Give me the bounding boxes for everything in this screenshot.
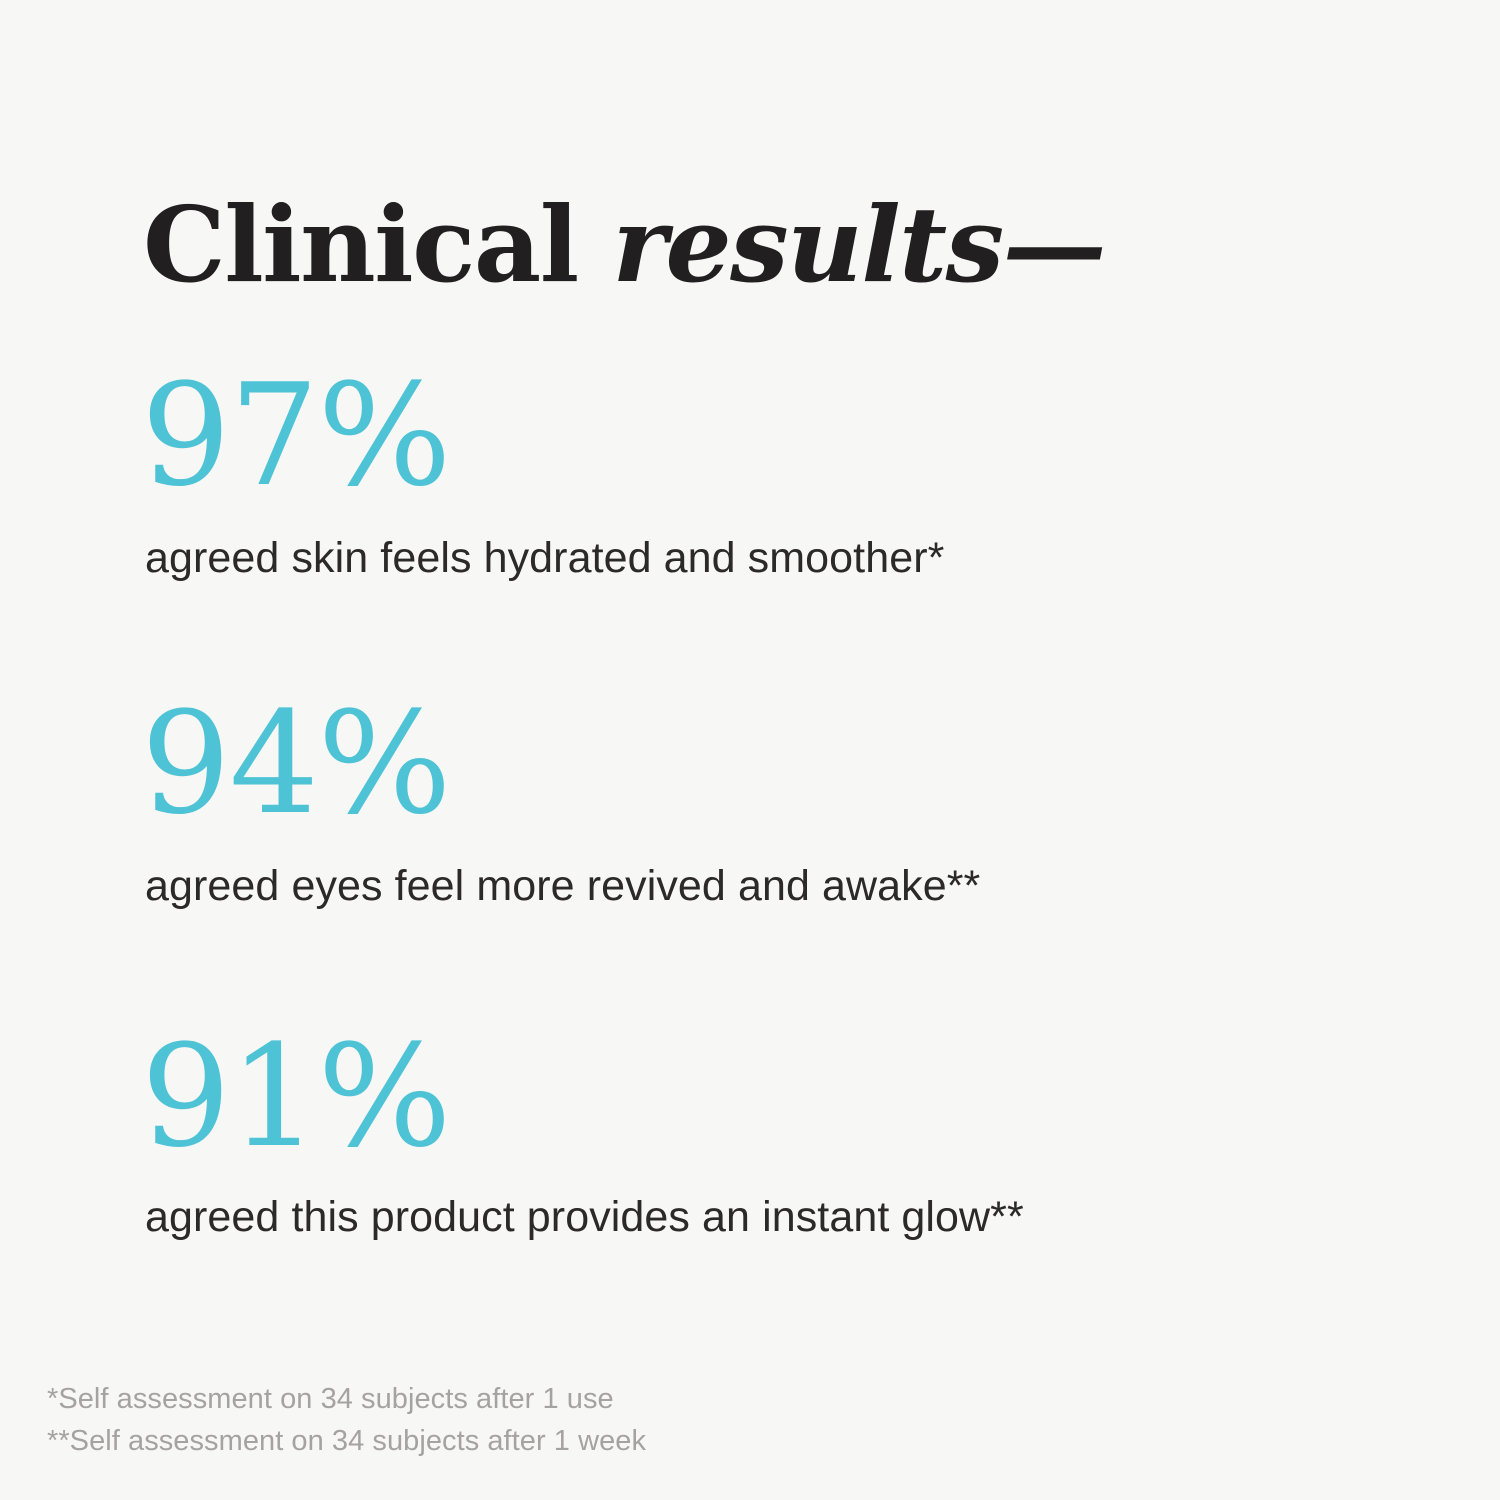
footnote-one-week: **Self assessment on 34 subjects after 1… [47, 1425, 647, 1458]
footnotes: *Self assessment on 34 subjects after 1 … [47, 1378, 646, 1462]
stat-value-glow: 91% [141, 1015, 452, 1179]
page-title: Clinical results— [143, 187, 1107, 302]
stat-description-glow: agreed this product provides an instant … [145, 1193, 1024, 1241]
stat-value-hydration: 97% [141, 354, 452, 518]
footnote-single-use: *Self assessment on 34 subjects after 1 … [47, 1383, 614, 1415]
stat-description-eyes: agreed eyes feel more revived and awake*… [145, 862, 981, 910]
page-title-regular: Clinical [143, 182, 579, 306]
stat-value-eyes: 94% [141, 682, 452, 846]
page-title-italic: results— [612, 182, 1106, 306]
stat-description-hydration: agreed skin feels hydrated and smoother* [145, 534, 945, 582]
